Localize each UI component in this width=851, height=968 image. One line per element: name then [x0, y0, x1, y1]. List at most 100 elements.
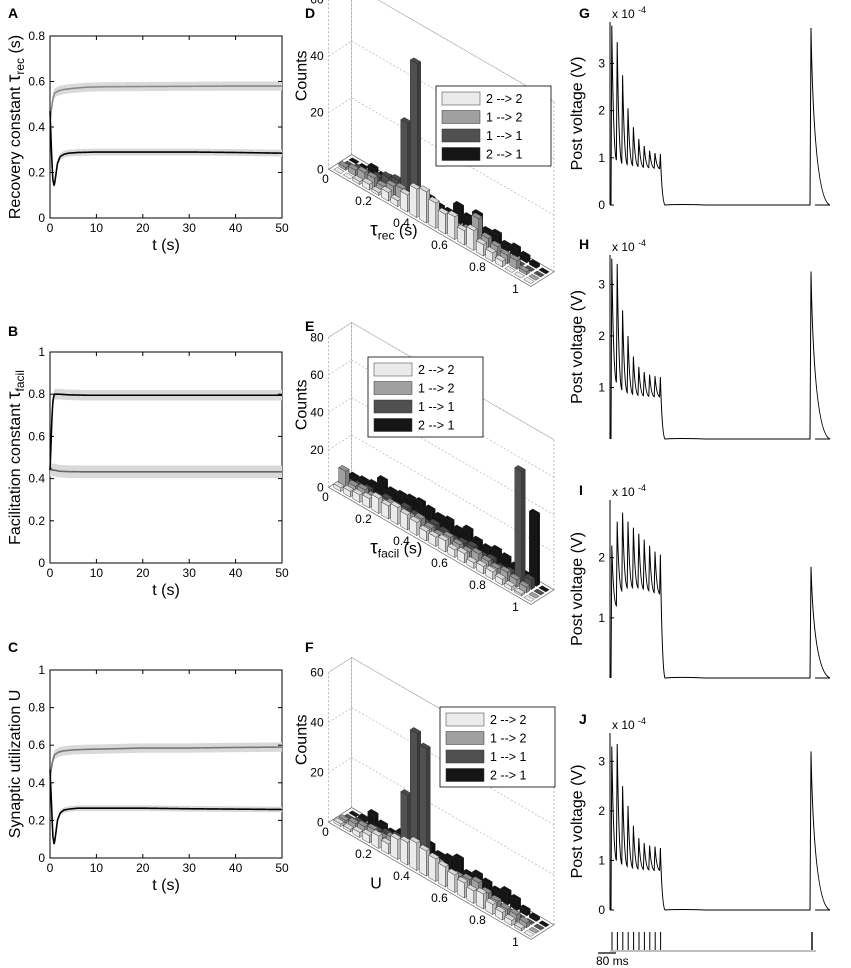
- bar-F: [367, 808, 379, 816]
- legend-swatch-E: [373, 399, 413, 414]
- x-tick-label-B: 10: [90, 566, 104, 580]
- bar-F: [509, 908, 521, 916]
- exponent-power-H: -4: [638, 238, 646, 248]
- x-tick-label-B: 20: [136, 566, 150, 580]
- y-tick-label-C: 1: [38, 663, 45, 677]
- plot-area-C: [49, 669, 283, 859]
- bar-F: [452, 853, 465, 861]
- panel-label-D: D: [305, 5, 315, 21]
- exponent-power-G: -4: [638, 5, 646, 15]
- series-band-B-0: [50, 462, 282, 479]
- z-tick-label-F: 20: [310, 765, 324, 779]
- x-tick-label-D: 1: [512, 282, 519, 296]
- series-band-C-0: [50, 742, 282, 784]
- exponent-label-G: x 10 -4: [612, 5, 646, 21]
- legend-swatch-E: [373, 362, 413, 377]
- bar-E: [376, 475, 389, 482]
- bar-E: [494, 572, 507, 580]
- z-tick-label-E: 20: [310, 443, 324, 457]
- bar-D: [518, 265, 531, 273]
- bar-F: [499, 902, 512, 910]
- x-tick-label-A: 50: [275, 221, 289, 235]
- bar-E: [433, 511, 446, 519]
- x-axis-label-A: t (s): [152, 237, 180, 254]
- bar-F: [500, 885, 512, 893]
- bar-E: [357, 475, 370, 483]
- bar-E: [348, 471, 360, 479]
- bar-E: [418, 525, 431, 532]
- bar-F: [504, 914, 516, 921]
- x-tick-label-A: 30: [183, 221, 197, 235]
- z-tick-label-D: 20: [310, 106, 324, 120]
- bar-D: [490, 228, 503, 236]
- bar-D: [533, 270, 545, 278]
- bar-E: [428, 530, 440, 538]
- bar-E: [514, 467, 522, 585]
- y-tick-label-G: 3: [598, 56, 605, 70]
- x-tick-label-E: 0: [322, 490, 329, 504]
- bar-F: [409, 838, 417, 871]
- bar-E: [500, 552, 512, 559]
- y-tick-label-A: 0.6: [28, 75, 45, 89]
- legend-label-D: 1 --> 1: [486, 129, 523, 143]
- legend-swatch-E: [373, 381, 413, 395]
- y-tick-label-A: 0.2: [28, 166, 45, 180]
- bar-E: [371, 492, 383, 499]
- bar-E: [438, 526, 450, 533]
- bar-F: [428, 854, 436, 882]
- bar-E: [342, 484, 355, 492]
- bar-D: [428, 198, 436, 229]
- bar-F: [466, 884, 478, 892]
- x-axis-label-D: τrec (s): [370, 219, 417, 242]
- grid-z-back-F: [351, 757, 555, 875]
- bar-E: [428, 518, 441, 526]
- panel-label-E: E: [305, 318, 314, 334]
- z-axis-label-D: Counts: [294, 50, 311, 101]
- bar-E: [523, 595, 535, 602]
- y-tick-label-C: 0.6: [28, 738, 45, 752]
- legend-label-F: 2 --> 1: [490, 769, 527, 783]
- y-tick-label-B: 0.8: [28, 387, 45, 401]
- bar-F: [485, 898, 497, 905]
- bar-E: [381, 493, 393, 500]
- bar-E: [424, 504, 436, 512]
- line-chart-A: 0 10 20 30 40 50 0 0.2 0.4 0.6 0.8 t (s) Recovery co…: [4, 29, 289, 254]
- x-tick-label-F: 0: [322, 825, 329, 839]
- bar-D: [504, 266, 516, 273]
- x-tick-label-B: 40: [229, 566, 243, 580]
- y-tick-label-B: 1: [38, 345, 45, 359]
- bar-F: [523, 930, 535, 937]
- bar-F: [509, 893, 522, 901]
- bar-F: [490, 894, 502, 902]
- y-tick-label-C: 0.8: [28, 701, 45, 715]
- y-tick-label-J: 0: [598, 903, 605, 917]
- bar-E: [399, 508, 412, 516]
- z-tick-label-F: 40: [310, 715, 324, 729]
- x-tick-label-D: 0.2: [355, 194, 372, 208]
- voltage-trace-H: 1 2 3 x 10 -4 Post voltage (V): [569, 238, 831, 440]
- y-tick-label-B: 0.6: [28, 429, 45, 443]
- bar-E: [536, 512, 540, 587]
- bar-D: [419, 187, 427, 224]
- y-axis-label-B: Facilitation constant τfacil: [4, 370, 27, 545]
- legend-label-E: 1 --> 1: [418, 400, 455, 414]
- bar-E: [514, 465, 526, 472]
- bar-D: [538, 267, 550, 275]
- bar-E: [447, 543, 459, 551]
- grid-z-back-E: [351, 434, 555, 553]
- bar-chart-F: 0 20 40 60 0 0.2 0.4 0.6 0.8 1 Counts U 2 --> 2 1 -->…: [294, 656, 556, 949]
- bar-D: [528, 259, 541, 266]
- x-tick-label-D: 0: [322, 172, 329, 186]
- grid-z-E: [328, 434, 352, 451]
- bar-E: [386, 486, 398, 493]
- legend-swatch-D: [441, 147, 481, 161]
- y-tick-label-H: 2: [598, 329, 605, 343]
- bar-E: [347, 479, 360, 487]
- bar-D: [348, 157, 360, 165]
- bar-E: [533, 588, 545, 596]
- bar-E: [409, 515, 421, 523]
- bar-chart-D: 0 20 40 60 0 0.2 0.4 0.6 0.8 1 Counts τrec (s) 2 -->…: [294, 0, 555, 296]
- y-tick-label-C: 0: [38, 851, 45, 865]
- z-tick-label-E: 80: [310, 330, 324, 344]
- bar-F: [390, 833, 402, 840]
